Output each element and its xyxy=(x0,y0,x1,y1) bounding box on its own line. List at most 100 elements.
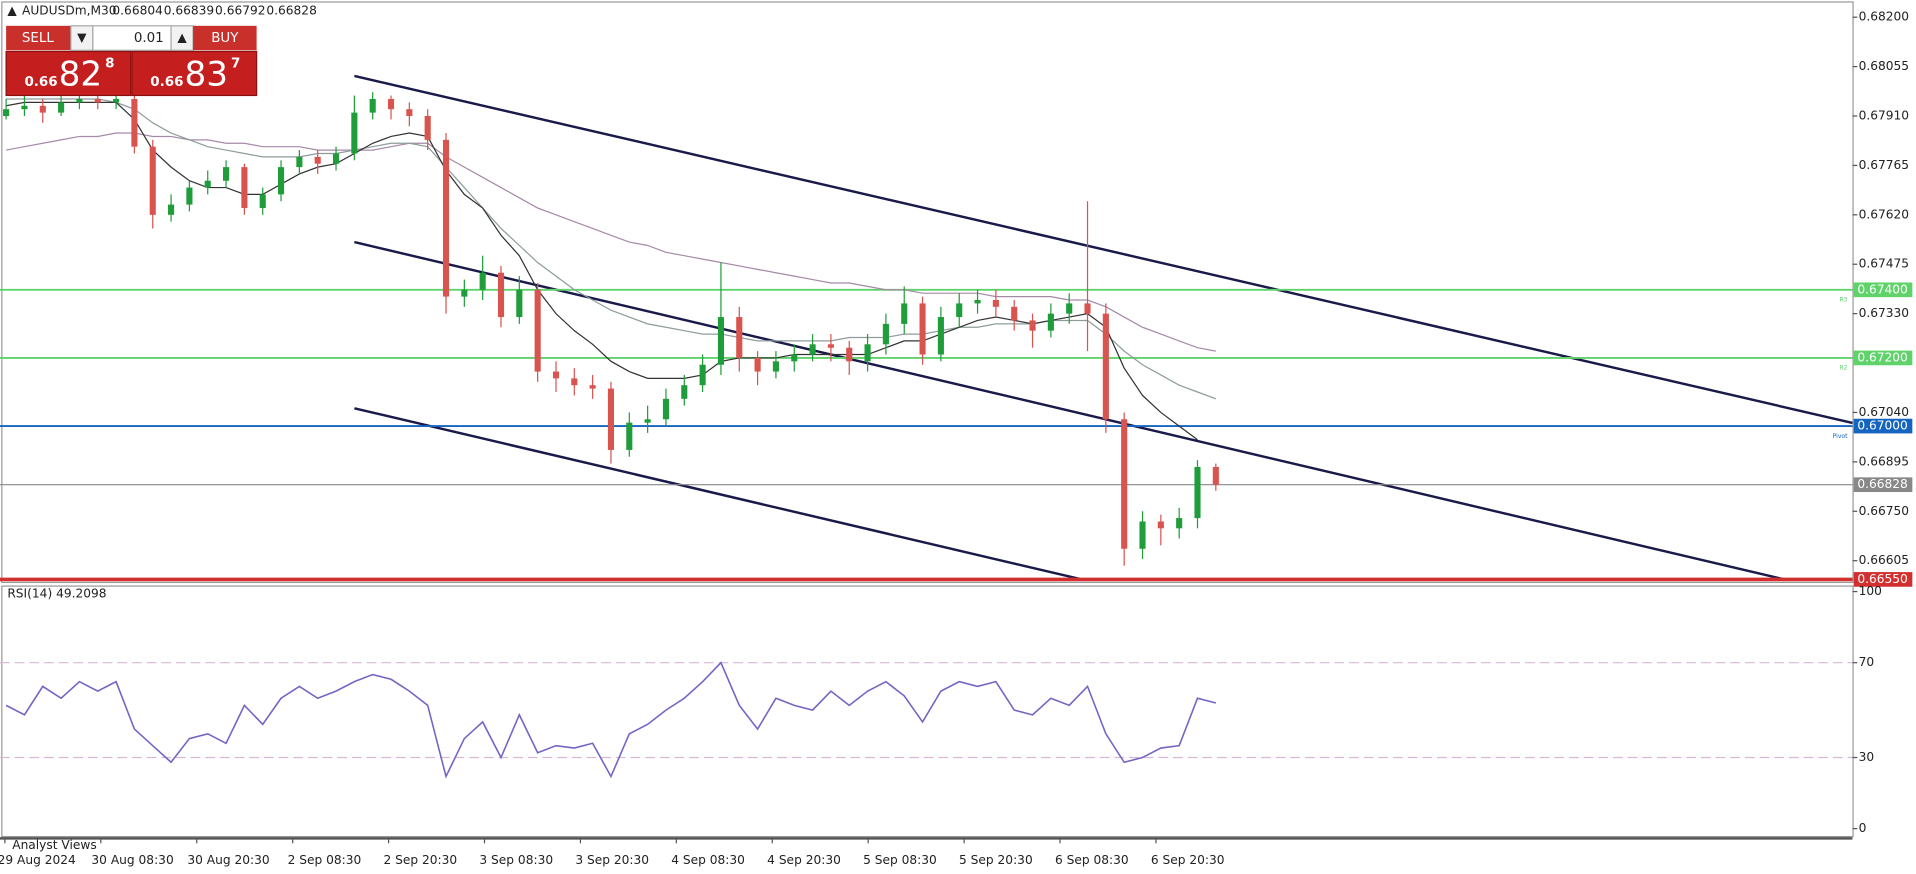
candle-body xyxy=(369,98,376,113)
candle-body xyxy=(809,344,816,355)
y-tick-label: 0.67475 xyxy=(1859,257,1909,271)
y-tick-label: 0.67330 xyxy=(1859,306,1909,320)
candle-body xyxy=(1029,320,1036,331)
x-tick-label: 30 Aug 20:30 xyxy=(187,853,269,867)
trade-panel: SELL ▼ 0.01 ▲ BUY 0.66 82 8 0.66 83 7 xyxy=(5,25,258,97)
candle-body xyxy=(424,116,431,140)
candle-body xyxy=(662,398,670,420)
trendline xyxy=(354,407,1082,581)
price-level-label: 0.67000 xyxy=(1857,419,1907,433)
candle-body xyxy=(827,344,834,348)
candle-body xyxy=(442,139,450,297)
rsi-tick-label: 70 xyxy=(1859,655,1875,669)
candle-body xyxy=(1157,521,1164,529)
y-tick-label: 0.66605 xyxy=(1859,553,1909,567)
candle-body xyxy=(204,180,211,188)
x-tick-label: 4 Sep 08:30 xyxy=(671,853,745,867)
ask-box[interactable] xyxy=(131,50,258,97)
lot-field[interactable] xyxy=(92,25,172,51)
candle-body xyxy=(552,371,560,379)
ask-fraction: 7 xyxy=(231,57,240,72)
candle-body xyxy=(772,361,779,372)
lot-down-icon: ▼ xyxy=(77,31,87,45)
plot-layer: 0.68200 0.68055 0.67910 0.67765 0.67620 0.674… xyxy=(0,10,1913,867)
candle-body xyxy=(516,289,523,318)
sell-button[interactable] xyxy=(6,25,71,51)
candle-body xyxy=(131,98,138,147)
candle-body xyxy=(1121,419,1128,549)
candle-body xyxy=(168,204,175,215)
quote-close: 0.66828 xyxy=(266,4,316,18)
bid-box[interactable] xyxy=(5,50,132,97)
bid-pips: 82 xyxy=(59,54,103,94)
candle-body xyxy=(149,146,156,215)
price-level-box xyxy=(1853,477,1913,493)
candle-body xyxy=(1176,518,1183,529)
candle-body xyxy=(1102,313,1109,420)
price-level-name: R2 xyxy=(1839,365,1847,372)
candle-body xyxy=(332,153,340,164)
bid-prefix: 0.66 xyxy=(24,75,57,90)
y-tick-label: 0.68200 xyxy=(1859,10,1909,24)
candle-body xyxy=(241,167,248,209)
candle-body xyxy=(1212,466,1219,485)
x-tick-label: 6 Sep 08:30 xyxy=(1055,853,1129,867)
rsi-title: RSI(14) 49.2098 xyxy=(7,587,106,601)
lot-up-icon: ▲ xyxy=(177,31,187,45)
candle-body xyxy=(223,167,230,181)
price-level-box xyxy=(1853,418,1913,434)
symbol-icon: ▲ xyxy=(7,4,17,18)
candle-body xyxy=(937,317,944,355)
trendline xyxy=(354,240,1785,581)
candle-body xyxy=(1084,303,1091,314)
candle-body xyxy=(76,98,83,103)
candle-body xyxy=(589,385,596,389)
candle-body xyxy=(736,317,743,358)
trendline xyxy=(354,74,1853,425)
x-tick-label: 5 Sep 20:30 xyxy=(959,853,1033,867)
candle-body xyxy=(919,303,926,355)
candle-body xyxy=(1139,521,1146,549)
candle-body xyxy=(846,347,853,362)
candle-body xyxy=(791,354,798,362)
price-level-name: Pivot xyxy=(1833,433,1849,440)
candle-body xyxy=(1066,303,1073,314)
ask-prefix: 0.66 xyxy=(150,75,183,90)
price-level-label: 0.66550 xyxy=(1857,572,1907,586)
y-tick-label: 0.66750 xyxy=(1859,504,1909,518)
candle-body xyxy=(314,156,321,164)
candle-body xyxy=(406,109,413,117)
x-tick-label: 2 Sep 20:30 xyxy=(383,853,457,867)
x-tick-label: 4 Sep 20:30 xyxy=(767,853,841,867)
candle-body xyxy=(681,385,688,399)
price-level-name: R3 xyxy=(1839,297,1847,304)
candle-body xyxy=(754,357,761,372)
moving-average xyxy=(5,132,1216,352)
main-frame xyxy=(1,1,1854,584)
candle-body xyxy=(607,388,615,450)
candle-body xyxy=(882,323,889,345)
candle-body xyxy=(351,112,358,154)
candle-body xyxy=(644,419,651,423)
candle-body xyxy=(1194,466,1201,519)
bid-fraction: 8 xyxy=(105,57,114,72)
price-level-label: 0.67400 xyxy=(1857,282,1907,296)
candle-body xyxy=(717,317,724,365)
candle-body xyxy=(497,272,505,318)
y-tick-label: 0.67910 xyxy=(1859,109,1909,123)
quote-low: 0.66792 xyxy=(215,4,265,18)
candle-body xyxy=(479,272,486,290)
candle-body xyxy=(974,300,981,304)
candle-body xyxy=(626,422,633,450)
candle-body xyxy=(1011,306,1018,321)
x-tick-label: 6 Sep 20:30 xyxy=(1151,853,1225,867)
rsi-line xyxy=(5,661,1217,779)
sell-label: SELL xyxy=(22,31,55,46)
y-tick-label: 0.67620 xyxy=(1859,207,1909,221)
x-tick-label: 29 Aug 2024 xyxy=(0,853,76,867)
x-tick-label: 2 Sep 08:30 xyxy=(288,853,362,867)
price-level-label: 0.67200 xyxy=(1857,350,1907,364)
lot-value: 0.01 xyxy=(134,31,164,46)
y-tick-label: 0.67040 xyxy=(1859,405,1909,419)
buy-button[interactable] xyxy=(193,25,257,51)
